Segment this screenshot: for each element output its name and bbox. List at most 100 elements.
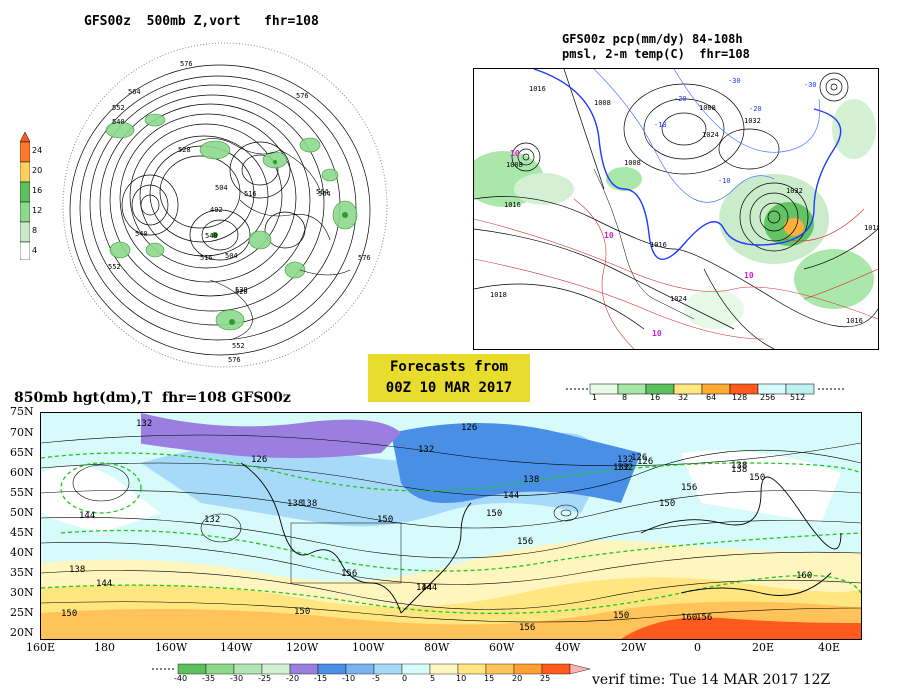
pmsl-label-8: 1016 xyxy=(529,85,546,93)
pmsl-label-3: 1018 xyxy=(490,291,507,299)
pmsl-label-1: 1008 xyxy=(506,161,523,169)
hgt-label-22: 126 xyxy=(631,453,648,463)
hgt-label-30: 144 xyxy=(416,583,433,593)
lon-label-20e: 20E xyxy=(752,641,775,654)
z500-label-0: 576 xyxy=(180,60,193,68)
lat-label-45n: 45N xyxy=(10,526,34,539)
hgt-label-33: 132 xyxy=(617,463,634,473)
temp-label-8: 10 xyxy=(744,271,754,280)
pcp-tick-5: 128 xyxy=(732,393,748,402)
pcp-tick-4: 64 xyxy=(706,393,717,402)
z500-label-4: 528 xyxy=(178,146,191,154)
lon-label-0: 0 xyxy=(694,641,701,654)
lat-label-30n: 30N xyxy=(10,586,34,599)
lon-label-120w: 120W xyxy=(286,641,319,654)
forecast-line-1: Forecasts from xyxy=(389,359,508,375)
temp-label-6: 10 xyxy=(510,149,520,158)
panel-pcp-title-1: GFS00z pcp(mm/dy) 84-108h xyxy=(562,32,743,46)
t850-tick-9: 5 xyxy=(430,674,436,683)
vort-colorbar-svg xyxy=(19,131,31,261)
hgt-label-6: 132 xyxy=(418,445,435,455)
lon-label-160e: 160E xyxy=(26,641,56,654)
lon-label-140w: 140W xyxy=(220,641,253,654)
hgt-label-3: 126 xyxy=(461,423,478,433)
lat-label-40n: 40N xyxy=(10,546,34,559)
t850-tick-7: -5 xyxy=(372,674,380,683)
pmsl-label-6: 1008 xyxy=(624,159,641,167)
hgt-label-29: 160 xyxy=(681,613,698,623)
pcp-tick-6: 256 xyxy=(760,393,776,402)
pmsl-label-7: 1008 xyxy=(699,104,716,112)
z500-label-2: 552 xyxy=(112,104,125,112)
z500-label-8: 540 xyxy=(135,230,148,238)
hgt-label-11: 144 xyxy=(96,579,113,589)
z500-label-7: 492 xyxy=(210,206,223,214)
t850-tick-6: -10 xyxy=(342,674,356,683)
z500-label-18: 576 xyxy=(296,92,309,100)
z500-label-20: 528 xyxy=(235,286,248,294)
hgt-label-31: 150 xyxy=(749,473,766,483)
z500-label-3: 540 xyxy=(112,118,125,126)
hgt-label-24: 150 xyxy=(294,607,311,617)
panel-pcp-title-2: pmsl, 2-m temp(C) fhr=108 xyxy=(562,47,750,61)
hgt-label-18: 150 xyxy=(659,499,676,509)
lat-label-20n: 20N xyxy=(10,626,34,639)
pmsl-label-9: 1016 xyxy=(846,317,863,325)
panel-850mb-map: 132 126 132 126 144 138 132 150 138 132 … xyxy=(40,412,862,640)
temp-label-1: -20 xyxy=(674,95,687,103)
t850-tick-1: -35 xyxy=(202,674,216,683)
z500-label-13: 528 xyxy=(235,288,248,296)
hgt-label-14: 138 xyxy=(301,499,318,509)
pcp-tick-2: 16 xyxy=(650,393,661,402)
t850-colorbar: -40 -35 -30 -25 -20 -15 -10 -5 0 5 10 15… xyxy=(152,660,592,688)
hgt-label-0: 132 xyxy=(136,419,153,429)
forecast-init-box: Forecasts from 00Z 10 MAR 2017 xyxy=(368,354,530,402)
z500-label-17: 552 xyxy=(232,342,245,350)
hgt-label-27: 156 xyxy=(696,613,713,623)
vort-tick-2: 16 xyxy=(32,186,43,195)
vort-tick-3: 12 xyxy=(32,206,43,215)
pmsl-label-4: 1024 xyxy=(702,131,719,139)
lon-label-40w: 40W xyxy=(555,641,581,654)
pcp-tick-3: 32 xyxy=(678,393,689,402)
t850-tick-3: -25 xyxy=(258,674,272,683)
hgt-label-17: 156 xyxy=(519,623,536,633)
lat-label-75n: 75N xyxy=(10,405,34,418)
pcp-colorbar: 1 8 16 32 64 128 256 512 xyxy=(566,380,846,402)
z500-label-11: 564 xyxy=(316,188,329,196)
forecast-line-2: 00Z 10 MAR 2017 xyxy=(385,380,513,396)
pmsl-label-13: 1032 xyxy=(786,187,803,195)
pmsl-label-12: 1018 xyxy=(864,224,878,232)
hgt-label-12: 150 xyxy=(61,609,78,619)
temp-label-4: -20 xyxy=(749,105,762,113)
hgt-label-4: 144 xyxy=(79,511,96,521)
pmsl-label-0: 1008 xyxy=(594,99,611,107)
hgt-label-13: 156 xyxy=(517,537,534,547)
hgt-label-20: 138 xyxy=(731,461,748,471)
z500-label-15: 516 xyxy=(200,254,213,262)
z500-label-12: 540 xyxy=(205,232,218,240)
hgt-label-21: 132 xyxy=(617,455,634,465)
vort-tick-1: 20 xyxy=(32,166,43,175)
hgt-label-8: 138 xyxy=(523,475,540,485)
pcp-tick-7: 512 xyxy=(790,393,806,402)
pcp-tick-1: 8 xyxy=(622,393,628,402)
lat-label-25n: 25N xyxy=(10,606,34,619)
temp-label-5: -30 xyxy=(804,81,817,89)
hgt-label-2: 132 xyxy=(204,515,221,525)
lat-label-60n: 60N xyxy=(10,466,34,479)
hgt-label-5: 138 xyxy=(287,499,304,509)
t850-tick-13: 25 xyxy=(540,674,551,683)
hgt-label-26: 150 xyxy=(613,611,630,621)
lat-label-50n: 50N xyxy=(10,506,34,519)
t850-tick-4: -20 xyxy=(286,674,300,683)
vort-tick-4: 8 xyxy=(32,226,38,235)
panel-500mb-colorbar: 24 20 16 12 8 4 xyxy=(19,131,42,261)
lon-label-180: 180 xyxy=(94,641,115,654)
pmsl-label-10: 1024 xyxy=(670,295,687,303)
pcp-colorbar-svg xyxy=(566,383,844,395)
panel-500mb-title: GFS00z 500mb Z,vort fhr=108 xyxy=(84,14,319,29)
t850-tick-12: 20 xyxy=(512,674,523,683)
lon-label-100w: 100W xyxy=(352,641,385,654)
hgt-label-32: 138 xyxy=(731,465,748,475)
